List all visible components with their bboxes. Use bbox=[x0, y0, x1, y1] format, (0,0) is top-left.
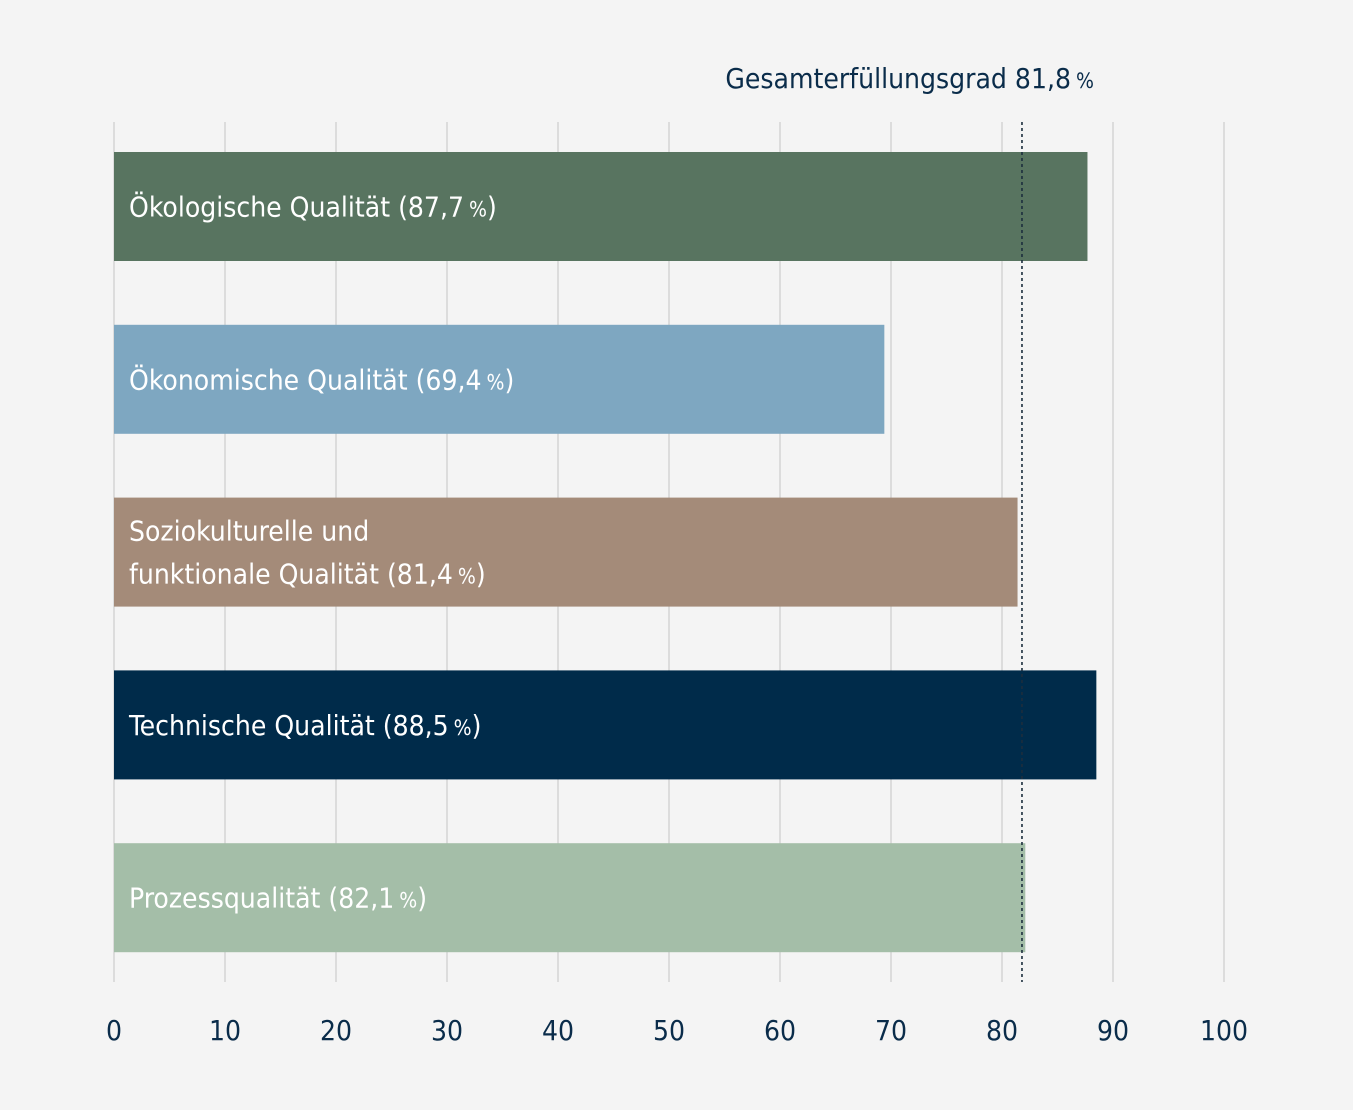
bar-ökonomische-qualität bbox=[114, 324, 885, 434]
bar-group-3: Technische Qualität (88,5%) bbox=[114, 670, 1097, 780]
bar-label-soziokulturelle-und-funktionale-qualität-line-2: funktionale Qualität (81,4%) bbox=[129, 558, 486, 591]
bar-label-ökonomische-qualität: Ökonomische Qualität (69,4%) bbox=[129, 362, 514, 396]
bar-group-1: Ökonomische Qualität (69,4%) bbox=[114, 324, 885, 434]
bars: Ökologische Qualität (87,7 %) Ökonomische … bbox=[114, 152, 1097, 953]
bar-group-0: Ökologische Qualität (87,7%) bbox=[114, 152, 1088, 261]
bar-group-2: Soziokulturelle und funktionale Qualität … bbox=[114, 497, 1018, 607]
bar-technische-qualität bbox=[114, 670, 1097, 780]
x-tick-label-0: 0 bbox=[106, 1014, 122, 1047]
x-tick-label-10: 10 bbox=[209, 1014, 241, 1047]
x-tick-label-50: 50 bbox=[653, 1014, 685, 1047]
x-axis-ticks: 0 10 20 30 40 50 60 70 80 90 100 bbox=[106, 1014, 1248, 1047]
bar-group-4: Prozessqualität (82,1%) bbox=[114, 843, 1026, 953]
reference-label: Gesamterfüllungsgrad 81,8% bbox=[725, 62, 1094, 95]
bar-label-prozessqualität: Prozessqualität (82,1%) bbox=[129, 882, 427, 915]
x-tick-label-90: 90 bbox=[1097, 1014, 1129, 1047]
x-tick-label-100: 100 bbox=[1200, 1014, 1248, 1047]
bar-prozessqualität bbox=[114, 843, 1026, 953]
bar-label-technische-qualität: Technische Qualität (88,5%) bbox=[128, 709, 481, 742]
bar-ökologische-qualität bbox=[114, 152, 1088, 261]
x-tick-label-40: 40 bbox=[542, 1014, 574, 1047]
bar-label-soziokulturelle-und-funktionale-qualität-line-1: Soziokulturelle und bbox=[129, 515, 369, 548]
x-tick-label-30: 30 bbox=[431, 1014, 463, 1047]
x-tick-label-60: 60 bbox=[764, 1014, 796, 1047]
x-tick-label-80: 80 bbox=[986, 1014, 1018, 1047]
bar-label-ökologische-qualität: Ökologische Qualität (87,7%) bbox=[129, 190, 497, 224]
reference-line-group: Gesamterfüllungsgrad 81,8% bbox=[725, 62, 1094, 982]
x-tick-label-70: 70 bbox=[875, 1014, 907, 1047]
bar-soziokulturelle-und-funktionale-qualität bbox=[114, 497, 1018, 607]
x-tick-label-20: 20 bbox=[320, 1014, 352, 1047]
